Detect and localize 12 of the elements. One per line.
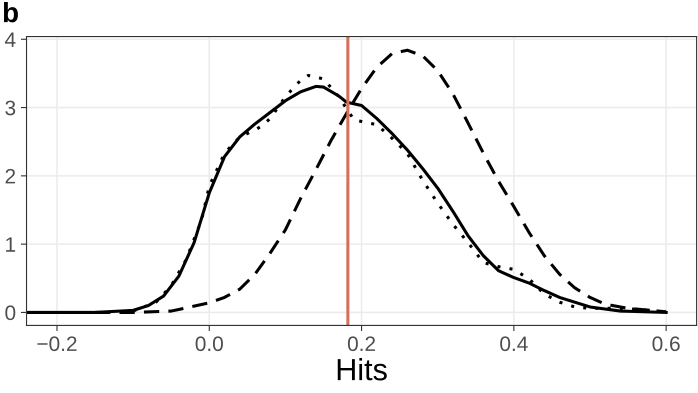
- y-tick-label: 3: [5, 100, 16, 116]
- y-tick-label: 4: [5, 32, 16, 47]
- x-axis-title: Hits: [338, 358, 387, 380]
- x-tick-label: −0.2: [37, 336, 76, 352]
- y-tick-label: 1: [6, 237, 16, 252]
- x-tick-label: 0.2: [348, 336, 375, 352]
- chart-title: b: [4, 2, 18, 22]
- y-tick-label: 0: [5, 305, 16, 320]
- x-tick-label: 0.0: [196, 336, 223, 352]
- x-tick-label: 0.4: [500, 336, 528, 352]
- x-tick-label: 0.6: [652, 336, 680, 352]
- y-tick-label: 2: [6, 168, 16, 184]
